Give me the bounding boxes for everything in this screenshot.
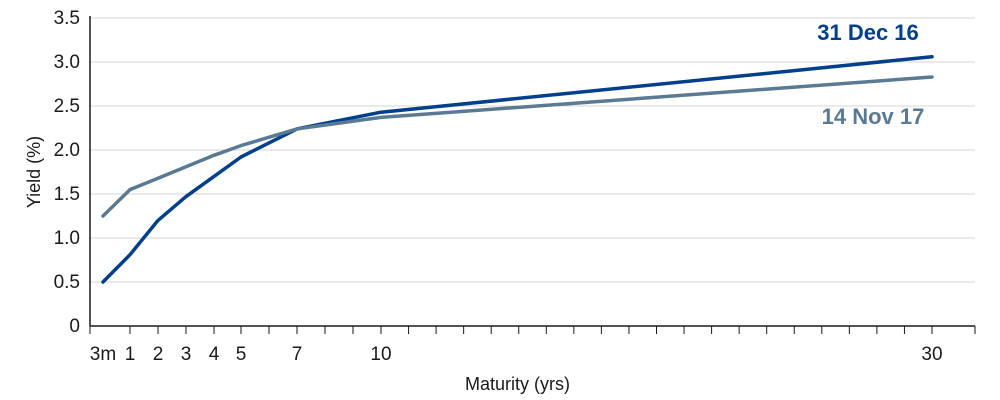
x-axis-title: Maturity (yrs) (465, 374, 570, 394)
series-label-14-nov-17: 14 Nov 17 (822, 104, 925, 129)
axes: 0 0.5 1.0 1.5 2.0 2.5 3.0 3.5 3m 1 2 3 4 5 7 10 30 (54, 8, 976, 365)
y-tick-label: 1.5 (54, 184, 80, 205)
x-tick-label: 4 (209, 344, 220, 365)
y-tick-label: 3.0 (54, 52, 80, 73)
y-axis-title: Yield (%) (24, 136, 44, 208)
y-tick-label: 2.5 (54, 96, 80, 117)
x-tick-label: 10 (370, 344, 391, 365)
series-line-0 (101, 54, 934, 284)
x-tick-label: 3m (90, 344, 116, 365)
y-tick-label: 3.5 (54, 8, 80, 29)
x-tick-label: 5 (236, 344, 247, 365)
series-lines (101, 54, 934, 284)
series-label-31-dec-16: 31 Dec 16 (817, 20, 919, 45)
x-tick-label: 2 (153, 344, 164, 365)
x-tick-label: 1 (125, 344, 136, 365)
x-tick-label: 7 (292, 344, 303, 365)
y-tick-label: 2.0 (54, 140, 80, 161)
series-line-1 (101, 75, 934, 218)
y-tick-label: 1.0 (54, 228, 80, 249)
labels: Yield (%) Maturity (yrs) 31 Dec 16 14 No… (24, 20, 924, 394)
grid-lines (90, 17, 975, 283)
y-tick-label: 0 (69, 316, 80, 337)
y-tick-label: 0.5 (54, 272, 80, 293)
x-tick-label: 30 (921, 344, 942, 365)
x-tick-label: 3 (181, 344, 192, 365)
